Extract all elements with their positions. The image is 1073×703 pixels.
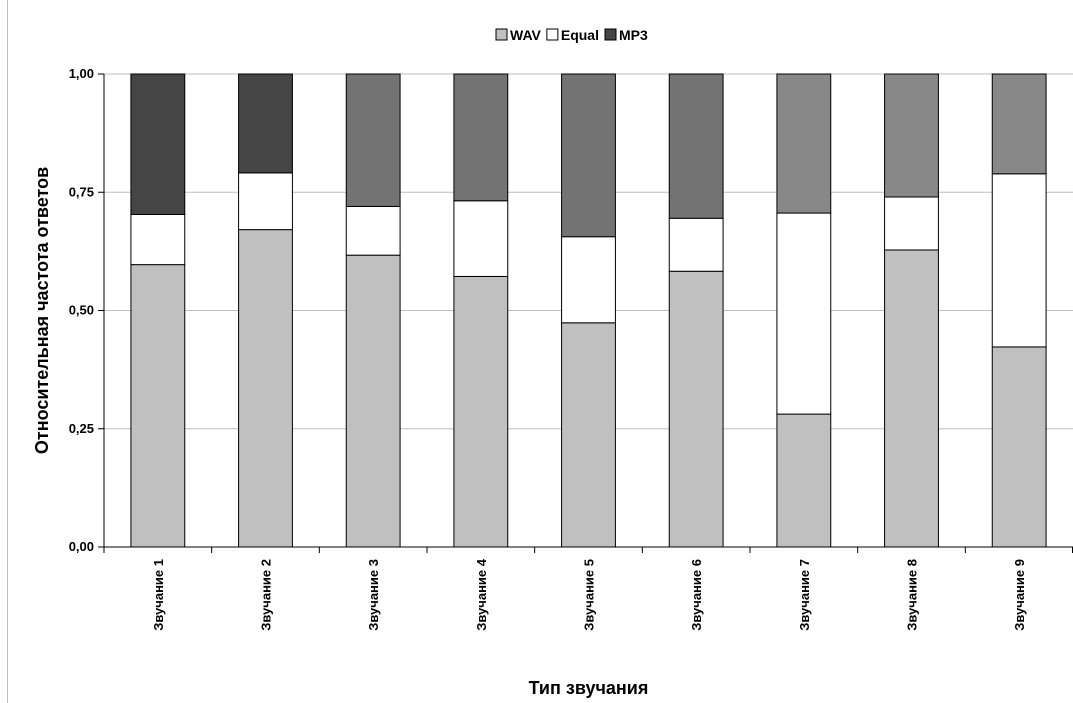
bar-equal-1 — [130, 213, 186, 266]
bar-wav-2 — [238, 229, 293, 548]
legend-swatch-wav — [495, 28, 508, 41]
bar-wav-7 — [776, 413, 832, 548]
x-tick-label: Звучание 2 — [259, 559, 274, 631]
x-tick-label: Звучание 6 — [689, 559, 704, 631]
bar-mp3-6 — [668, 73, 724, 219]
x-tick-label: Звучание 5 — [582, 559, 597, 631]
legend-swatch-mp3 — [604, 28, 617, 41]
x-tick-label: Звучание 8 — [905, 559, 920, 631]
bar-mp3-1 — [130, 73, 186, 215]
bar-mp3-5 — [561, 73, 616, 238]
bar-equal-2 — [238, 172, 293, 231]
bar-mp3-7 — [776, 73, 832, 214]
x-tick-label: Звучание 1 — [151, 559, 166, 631]
bars-group — [130, 73, 1047, 548]
bar-mp3-8 — [884, 73, 939, 198]
bar-mp3-9 — [991, 73, 1047, 175]
bar-wav-5 — [561, 322, 616, 548]
bar-equal-6 — [668, 217, 724, 272]
bar-equal-9 — [991, 173, 1047, 348]
bar-equal-7 — [776, 212, 832, 415]
bar-equal-4 — [453, 200, 509, 277]
y-tick-label: 0,75 — [69, 184, 94, 199]
y-tick-label: 0,25 — [69, 421, 94, 436]
left-border-line — [7, 0, 8, 703]
x-tick-label: Звучание 4 — [474, 558, 489, 631]
bar-wav-9 — [991, 346, 1047, 548]
y-axis-title: Относительная частота ответов — [32, 167, 52, 454]
y-tick-label: 1,00 — [69, 66, 94, 81]
legend: WAV Equal MP3 — [495, 27, 648, 43]
bar-mp3-2 — [238, 73, 293, 174]
bar-wav-3 — [345, 254, 401, 548]
y-tick-label: 0,50 — [69, 303, 94, 318]
bar-equal-3 — [345, 205, 401, 256]
legend-label-equal: Equal — [561, 27, 599, 43]
y-tick-label: 0,00 — [69, 539, 94, 554]
bar-mp3-3 — [345, 73, 401, 207]
y-tick-labels: 0,00 0,25 0,50 0,75 1,00 — [69, 66, 94, 554]
x-tick-label: Звучание 9 — [1012, 559, 1027, 631]
legend-swatch-equal — [546, 28, 559, 41]
x-axis-title: Тип звучания — [529, 678, 649, 698]
bar-wav-1 — [130, 264, 186, 548]
bar-equal-8 — [884, 196, 939, 251]
bar-mp3-4 — [453, 73, 509, 202]
bar-wav-8 — [884, 249, 939, 548]
x-tick-label: Звучание 7 — [797, 559, 812, 631]
axes-group — [98, 73, 1073, 553]
bar-equal-5 — [561, 236, 616, 324]
bar-wav-4 — [453, 275, 509, 548]
legend-label-wav: WAV — [510, 27, 542, 43]
x-tick-label: Звучание 3 — [366, 559, 381, 631]
bar-wav-6 — [668, 270, 724, 548]
x-tick-labels: Звучание 1 Звучание 2 Звучание 3 Звучание 4… — [151, 558, 1027, 631]
legend-label-mp3: MP3 — [619, 27, 648, 43]
